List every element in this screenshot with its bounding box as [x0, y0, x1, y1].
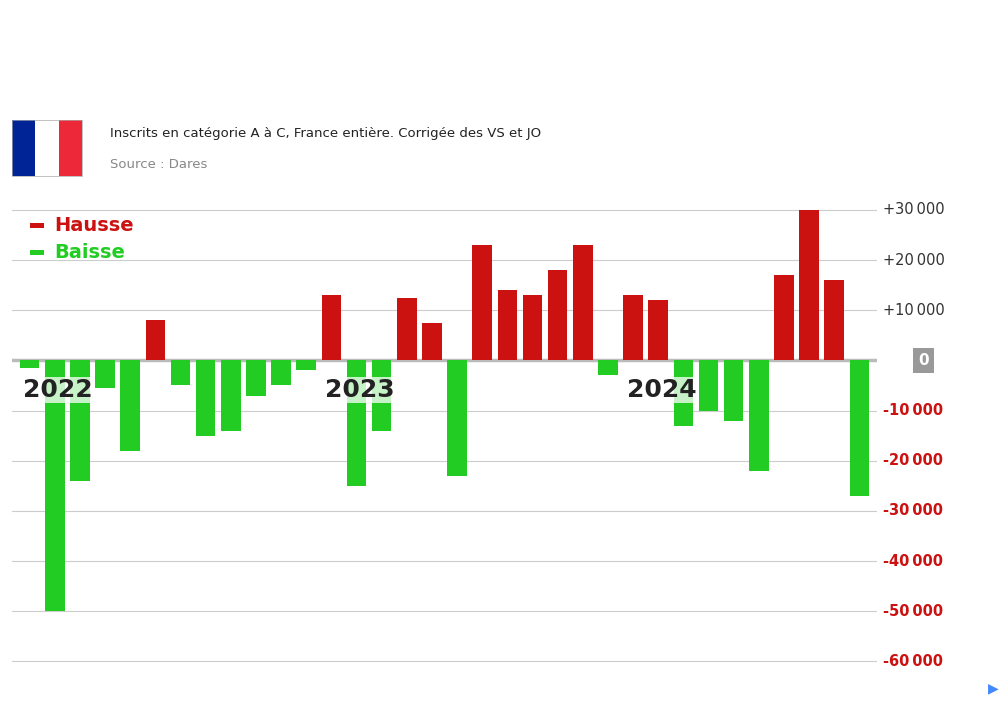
- Bar: [171, 361, 190, 385]
- Text: Source : Dares: Source : Dares: [110, 157, 207, 171]
- Text: 0: 0: [918, 353, 929, 368]
- Text: +10 000: +10 000: [883, 303, 945, 318]
- Bar: [347, 361, 366, 486]
- Bar: [12, 120, 35, 176]
- Bar: [397, 298, 417, 361]
- Text: -50 000: -50 000: [883, 604, 943, 619]
- Bar: [724, 361, 743, 420]
- Bar: [35, 120, 59, 176]
- Text: ÉLUCID: ÉLUCID: [8, 36, 143, 69]
- Bar: [447, 361, 467, 476]
- Bar: [573, 245, 593, 361]
- Bar: [749, 361, 769, 471]
- Bar: [322, 295, 341, 361]
- Text: +20 000: +20 000: [883, 252, 945, 268]
- Bar: [598, 361, 618, 375]
- Text: Variation mensuelle du nombre d’inscrits: Variation mensuelle du nombre d’inscrits: [168, 18, 719, 42]
- Bar: [648, 300, 668, 361]
- Bar: [246, 361, 266, 396]
- Text: 2023: 2023: [325, 378, 395, 402]
- Bar: [221, 361, 241, 431]
- Bar: [59, 120, 82, 176]
- Bar: [472, 245, 492, 361]
- Bar: [95, 361, 115, 388]
- Bar: [12, 120, 82, 176]
- Bar: [623, 295, 643, 361]
- Text: -20 000: -20 000: [883, 453, 943, 468]
- Bar: [422, 323, 442, 361]
- Text: ne travaillant pas en France, 2022-2024: ne travaillant pas en France, 2022-2024: [168, 69, 699, 93]
- Text: 2022: 2022: [23, 378, 93, 402]
- Bar: [146, 321, 165, 361]
- Bar: [523, 295, 542, 361]
- Bar: [30, 250, 44, 255]
- Bar: [674, 361, 693, 425]
- Text: Inscrits en catégorie A à C, France entière. Corrigée des VS et JO: Inscrits en catégorie A à C, France enti…: [110, 127, 541, 140]
- Bar: [824, 280, 844, 361]
- Text: -10 000: -10 000: [883, 403, 943, 418]
- Bar: [699, 361, 718, 411]
- Bar: [774, 275, 794, 361]
- Bar: [45, 361, 65, 611]
- Text: www.elucid.media: www.elucid.media: [878, 681, 985, 694]
- Bar: [498, 290, 517, 361]
- Bar: [120, 361, 140, 451]
- Bar: [30, 223, 44, 228]
- Bar: [20, 361, 39, 368]
- Bar: [548, 270, 567, 361]
- Text: 2024: 2024: [627, 378, 696, 402]
- Text: Hausse: Hausse: [55, 216, 134, 235]
- Text: Baisse: Baisse: [55, 243, 126, 262]
- Bar: [372, 361, 391, 431]
- Bar: [70, 361, 90, 481]
- Bar: [296, 361, 316, 370]
- Bar: [196, 361, 215, 436]
- Bar: [799, 210, 819, 361]
- Text: -40 000: -40 000: [883, 553, 943, 569]
- Text: -30 000: -30 000: [883, 503, 943, 518]
- Text: ▶: ▶: [988, 682, 999, 696]
- Text: +30 000: +30 000: [883, 202, 945, 217]
- Bar: [271, 361, 291, 385]
- Bar: [850, 361, 869, 496]
- Text: -60 000: -60 000: [883, 654, 943, 669]
